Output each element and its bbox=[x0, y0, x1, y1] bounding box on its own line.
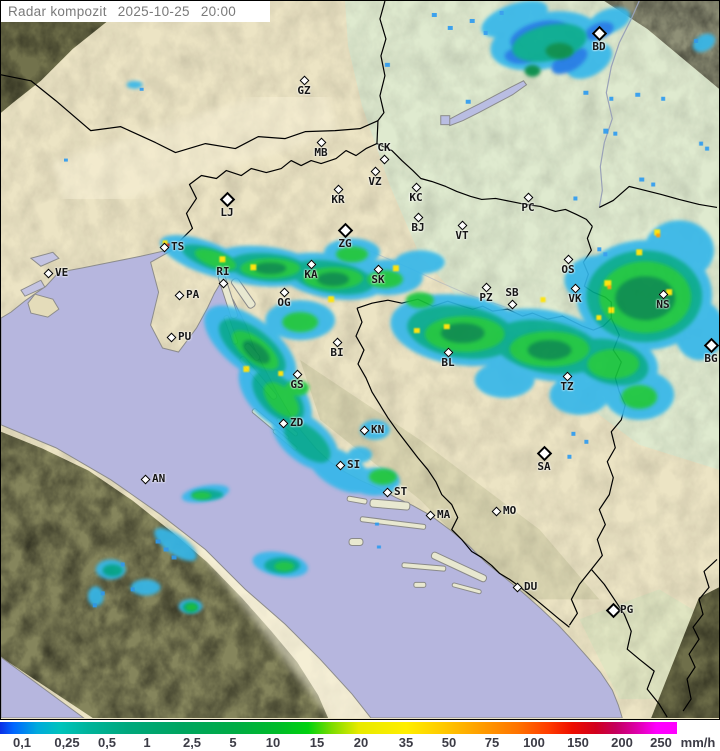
basemap-svg bbox=[1, 1, 719, 718]
venice-lagoon bbox=[20, 251, 60, 318]
legend-tick: 10 bbox=[265, 735, 281, 750]
legend-tick: 200 bbox=[611, 735, 633, 750]
radar-map: VE TS GZ MB KR LJ ZG CK VZ KC BJ VT PC OS BD SK PZ SB VK NS… bbox=[0, 0, 720, 720]
legend-tick: 250 bbox=[650, 735, 672, 750]
product-name: Radar kompozit bbox=[8, 4, 107, 19]
legend-tick: 100 bbox=[523, 735, 545, 750]
legend-gradient bbox=[0, 722, 677, 734]
legend-tick: 2,5 bbox=[182, 735, 202, 750]
legend-tick: 50 bbox=[441, 735, 457, 750]
legend-unit: mm/h bbox=[680, 735, 716, 750]
legend-tick: 1 bbox=[143, 735, 151, 750]
legend-tick: 150 bbox=[567, 735, 589, 750]
tyrrhenian-sea bbox=[1, 656, 85, 718]
radar-speckles bbox=[63, 10, 710, 608]
legend-tick: 15 bbox=[309, 735, 325, 750]
lake-balaton bbox=[440, 80, 528, 127]
legend-tick: 0,1 bbox=[12, 735, 32, 750]
legend-tick: 0,5 bbox=[97, 735, 117, 750]
title-time: 20:00 bbox=[200, 4, 237, 19]
legend-tick: 75 bbox=[484, 735, 500, 750]
legend-tick: 35 bbox=[398, 735, 414, 750]
legend-tick: 0,25 bbox=[54, 735, 80, 750]
danube-river bbox=[598, 1, 640, 208]
legend-bar: 0,1 0,25 0,5 1 2,5 5 10 15 20 35 50 75 100 150 200 250 m… bbox=[0, 720, 720, 751]
title-date: 2025-10-25 bbox=[117, 4, 190, 19]
legend-tick: 20 bbox=[353, 735, 369, 750]
title-bar: Radar kompozit 2025-10-25 20:00 bbox=[1, 1, 270, 22]
legend-tick: 5 bbox=[229, 735, 237, 750]
